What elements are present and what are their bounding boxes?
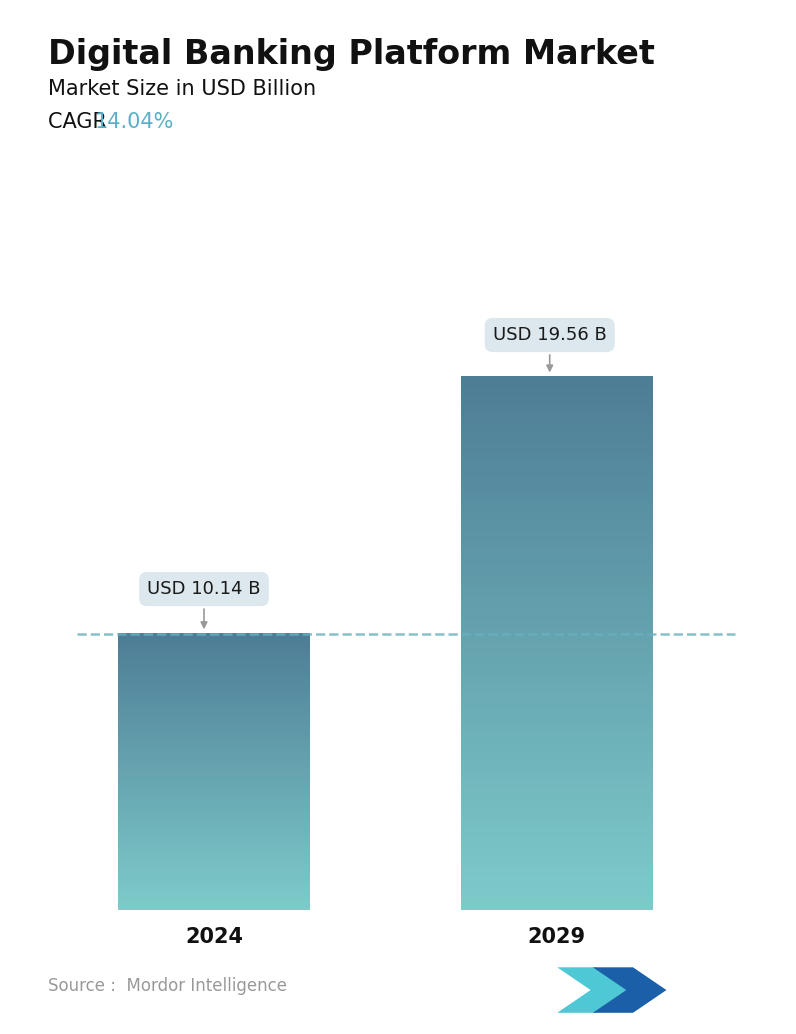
Text: USD 19.56 B: USD 19.56 B — [493, 326, 607, 371]
Polygon shape — [557, 968, 630, 1013]
Text: USD 10.14 B: USD 10.14 B — [147, 580, 261, 628]
Text: CAGR: CAGR — [48, 112, 120, 131]
Text: 14.04%: 14.04% — [95, 112, 174, 131]
Text: Digital Banking Platform Market: Digital Banking Platform Market — [48, 38, 654, 71]
Polygon shape — [593, 968, 666, 1013]
Text: Market Size in USD Billion: Market Size in USD Billion — [48, 79, 316, 98]
Text: Source :  Mordor Intelligence: Source : Mordor Intelligence — [48, 977, 287, 995]
